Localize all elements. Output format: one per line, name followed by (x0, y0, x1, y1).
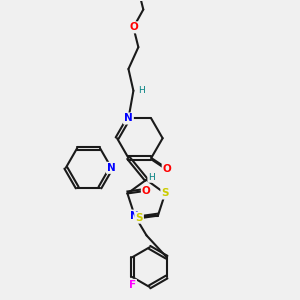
Text: O: O (142, 187, 151, 196)
Text: N: N (107, 163, 116, 173)
Text: F: F (129, 280, 136, 290)
Text: N: N (130, 211, 139, 220)
Text: S: S (135, 213, 143, 223)
Text: H: H (148, 173, 154, 182)
Text: O: O (163, 164, 172, 174)
Text: N: N (124, 113, 133, 124)
Text: S: S (161, 188, 169, 199)
Text: H: H (138, 86, 145, 95)
Text: O: O (129, 22, 138, 32)
